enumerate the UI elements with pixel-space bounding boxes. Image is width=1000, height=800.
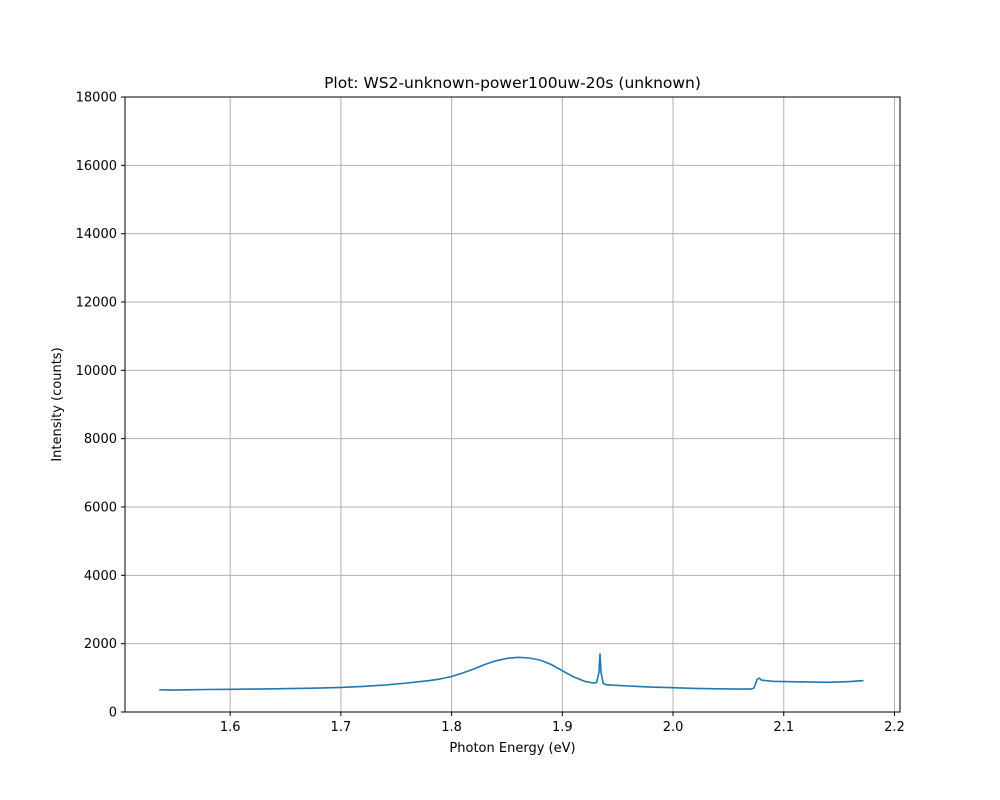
y-tick-label: 8000 (84, 432, 117, 447)
x-axis-ticks: 1.6 1.7 1.8 1.9 2.0 2.1 2.2 (220, 712, 905, 735)
y-tick-label: 10000 (76, 364, 117, 379)
y-tick-label: 0 (109, 706, 117, 721)
x-tick-label: 1.9 (552, 720, 573, 735)
x-tick-label: 1.8 (441, 720, 462, 735)
series-layer (159, 653, 864, 691)
x-tick-label: 1.7 (331, 720, 352, 735)
y-tick-label: 14000 (76, 227, 117, 242)
y-tick-label: 16000 (76, 159, 117, 174)
y-tick-label: 12000 (76, 296, 117, 311)
y-axis-ticks: 0 2000 4000 6000 8000 10000 12000 14000 16000 180… (76, 91, 125, 721)
y-tick-label: 2000 (84, 637, 117, 652)
chart-title: Plot: WS2-unknown-power100uw-20s (unknow… (324, 74, 701, 92)
grid (125, 96, 900, 713)
x-axis-label: Photon Energy (eV) (449, 741, 575, 756)
x-tick-label: 2.2 (884, 720, 905, 735)
y-tick-label: 6000 (84, 501, 117, 516)
x-tick-label: 1.6 (220, 720, 241, 735)
x-tick-label: 2.1 (773, 720, 794, 735)
plot-frame (124, 96, 901, 713)
x-tick-label: 2.0 (663, 720, 684, 735)
y-tick-label: 18000 (76, 91, 117, 106)
y-axis-label: Intensity (counts) (50, 347, 65, 461)
y-tick-label: 4000 (84, 569, 117, 584)
series-line-0 (159, 653, 864, 691)
